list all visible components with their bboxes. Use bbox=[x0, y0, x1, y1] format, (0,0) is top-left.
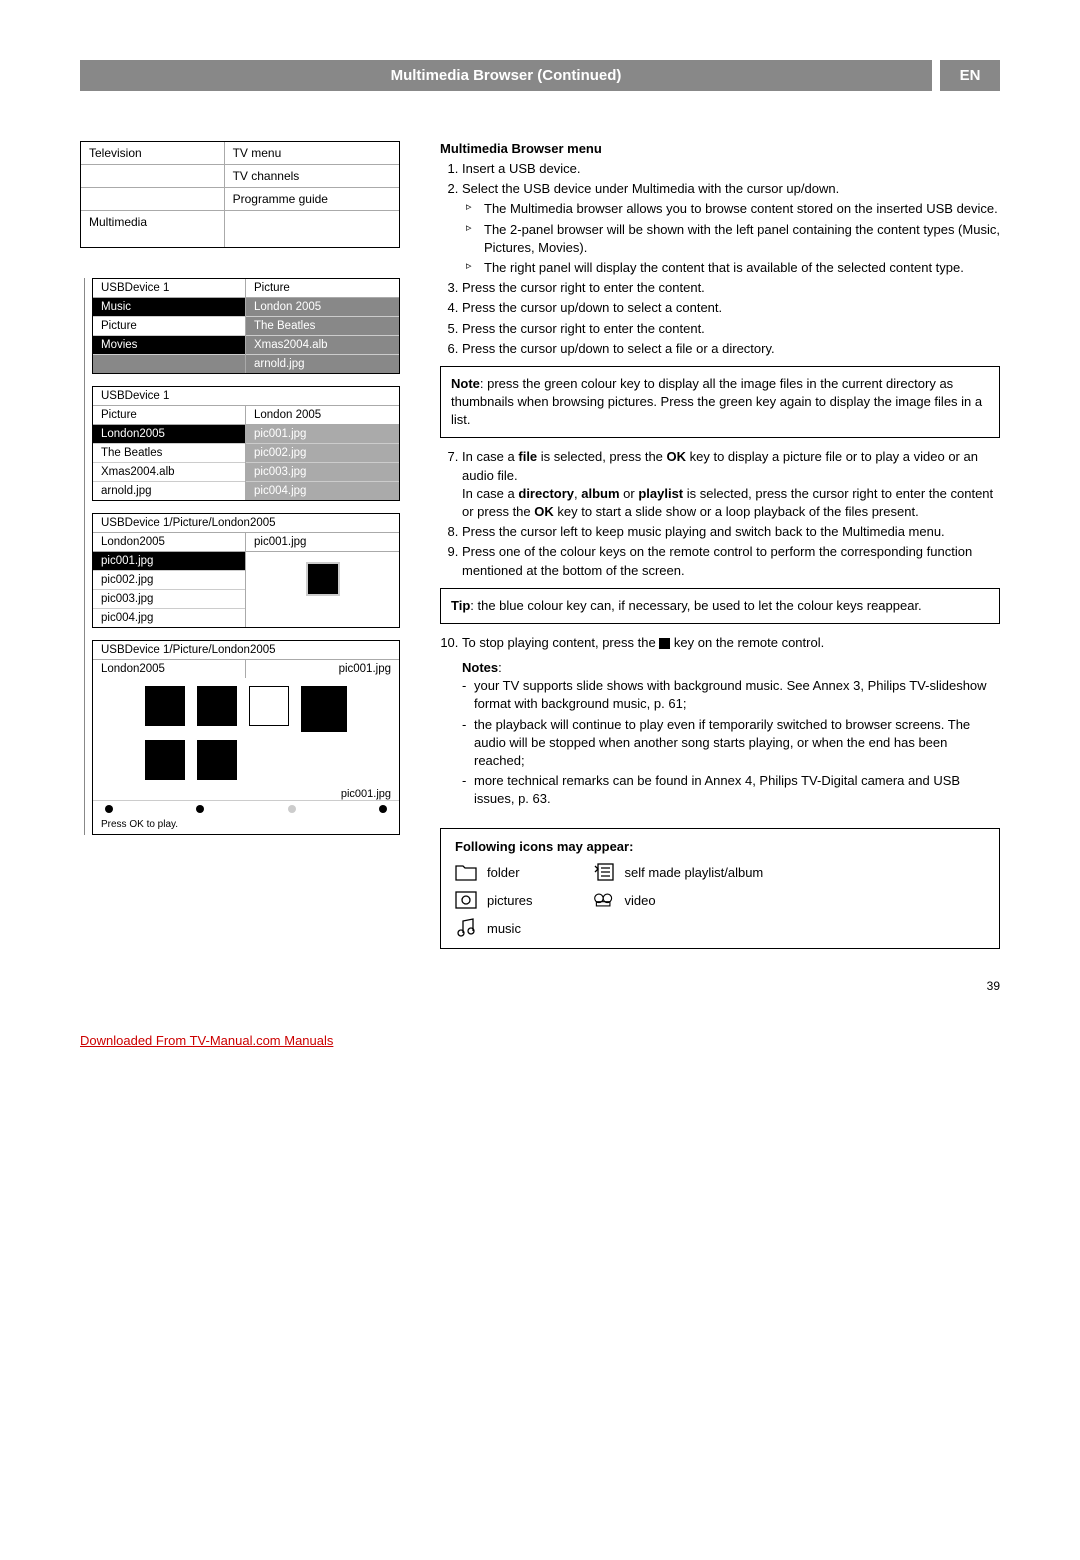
page-number: 39 bbox=[440, 979, 1000, 993]
thumbnail[interactable] bbox=[145, 686, 185, 726]
step: Press the cursor up/down to select a con… bbox=[462, 299, 1000, 317]
list-item[interactable]: The Beatles bbox=[246, 317, 399, 336]
note-item: more technical remarks can be found in A… bbox=[462, 772, 1000, 808]
hint-text: Press OK to play. bbox=[93, 817, 399, 834]
menu-cell: Multimedia bbox=[81, 211, 224, 234]
icon-label: video bbox=[625, 893, 656, 908]
panel-subheader-right: pic001.jpg bbox=[246, 660, 399, 678]
list-item[interactable]: London 2005 bbox=[246, 298, 399, 317]
icon-label: self made playlist/album bbox=[625, 865, 764, 880]
panel-header: USBDevice 1 bbox=[93, 387, 399, 405]
step: Press the cursor up/down to select a fil… bbox=[462, 340, 1000, 358]
list-item[interactable]: arnold.jpg bbox=[93, 482, 245, 500]
instruction-list-cont: In case a file is selected, press the OK… bbox=[440, 448, 1000, 579]
instruction-list: Insert a USB device. Select the USB devi… bbox=[440, 160, 1000, 358]
lang-badge: EN bbox=[940, 60, 1000, 91]
thumbnail[interactable] bbox=[197, 686, 237, 726]
section-heading: Multimedia Browser menu bbox=[440, 141, 1000, 156]
list-item[interactable]: pic002.jpg bbox=[246, 444, 399, 463]
list-item[interactable]: pic003.jpg bbox=[93, 590, 245, 609]
step: In case a file is selected, press the OK… bbox=[462, 448, 1000, 521]
browser-panel-4: USBDevice 1/Picture/London2005 London200… bbox=[92, 640, 400, 835]
note-item: the playback will continue to play even … bbox=[462, 716, 1000, 771]
icons-legend-box: Following icons may appear: folder pictu… bbox=[440, 828, 1000, 949]
list-item[interactable]: pic004.jpg bbox=[246, 482, 399, 500]
list-item[interactable]: pic002.jpg bbox=[93, 571, 245, 590]
page-title: Multimedia Browser (Continued) bbox=[80, 60, 932, 91]
list-item[interactable]: Music bbox=[93, 298, 245, 317]
thumbnail[interactable] bbox=[197, 740, 237, 780]
list-item[interactable]: pic003.jpg bbox=[246, 463, 399, 482]
colour-dot bbox=[288, 805, 296, 813]
step: Select the USB device under Multimedia w… bbox=[462, 180, 1000, 277]
colour-dot bbox=[105, 805, 113, 813]
note-box: Note: press the green colour key to disp… bbox=[440, 366, 1000, 439]
step: Insert a USB device. bbox=[462, 160, 1000, 178]
colour-dot bbox=[196, 805, 204, 813]
list-item[interactable]: arnold.jpg bbox=[246, 355, 399, 373]
list-item bbox=[93, 355, 245, 373]
tip-box: Tip: the blue colour key can, if necessa… bbox=[440, 588, 1000, 624]
list-item[interactable]: Xmas2004.alb bbox=[93, 463, 245, 482]
list-item[interactable]: Movies bbox=[93, 336, 245, 355]
menu-cell bbox=[81, 188, 224, 211]
video-icon bbox=[593, 890, 615, 910]
menu-cell: Television bbox=[81, 142, 224, 165]
menu-cell bbox=[224, 211, 399, 234]
step: Press the cursor left to keep music play… bbox=[462, 523, 1000, 541]
thumbnail[interactable] bbox=[249, 686, 289, 726]
icons-title: Following icons may appear: bbox=[455, 839, 985, 854]
menu-cell: TV channels bbox=[224, 165, 399, 188]
notes-section: Notes: your TV supports slide shows with… bbox=[440, 660, 1000, 808]
panel-subheader-right: London 2005 bbox=[246, 406, 399, 424]
browser-panel-3: USBDevice 1/Picture/London2005 London200… bbox=[92, 513, 400, 628]
thumbnail-label: pic001.jpg bbox=[93, 788, 399, 800]
instruction-list-cont2: To stop playing content, press the key o… bbox=[440, 634, 1000, 652]
footer-link[interactable]: Downloaded From TV-Manual.com Manuals bbox=[80, 1033, 1000, 1048]
panel-header-left: USBDevice 1 bbox=[93, 279, 246, 297]
thumbnail-selected[interactable] bbox=[301, 686, 347, 732]
substep: The Multimedia browser allows you to bro… bbox=[466, 200, 1000, 218]
colour-key-row bbox=[93, 800, 399, 817]
panel-header-right: Picture bbox=[246, 279, 399, 297]
breadcrumb: USBDevice 1/Picture/London2005 bbox=[93, 641, 399, 659]
folder-icon bbox=[455, 862, 477, 882]
step: Press the cursor right to enter the cont… bbox=[462, 320, 1000, 338]
panel-subheader-right: pic001.jpg bbox=[246, 533, 399, 551]
list-item[interactable]: pic001.jpg bbox=[246, 425, 399, 444]
list-item[interactable]: pic001.jpg bbox=[93, 552, 245, 571]
main-menu-box: TelevisionTV menu TV channels Programme … bbox=[80, 141, 400, 248]
note-item: your TV supports slide shows with backgr… bbox=[462, 677, 1000, 713]
panel-subheader-left: Picture bbox=[93, 406, 246, 424]
playlist-icon bbox=[593, 862, 615, 882]
icon-label: music bbox=[487, 921, 521, 936]
list-item[interactable]: Picture bbox=[93, 317, 245, 336]
colour-dot bbox=[379, 805, 387, 813]
menu-cell: Programme guide bbox=[224, 188, 399, 211]
header-bar: Multimedia Browser (Continued) EN bbox=[80, 60, 1000, 91]
panel-subheader-left: London2005 bbox=[93, 533, 246, 551]
icon-label: pictures bbox=[487, 893, 533, 908]
pictures-icon bbox=[455, 890, 477, 910]
list-item[interactable]: London2005 bbox=[93, 425, 245, 444]
menu-cell: TV menu bbox=[224, 142, 399, 165]
list-item[interactable]: pic004.jpg bbox=[93, 609, 245, 627]
substep: The right panel will display the content… bbox=[466, 259, 1000, 277]
music-icon bbox=[455, 918, 477, 938]
menu-cell bbox=[81, 165, 224, 188]
browser-panel-2: USBDevice 1 Picture London 2005 London20… bbox=[92, 386, 400, 501]
list-item[interactable]: The Beatles bbox=[93, 444, 245, 463]
step: To stop playing content, press the key o… bbox=[462, 634, 1000, 652]
browser-panel-1: USBDevice 1 Picture Music Picture Movies… bbox=[92, 278, 400, 374]
list-item[interactable]: Xmas2004.alb bbox=[246, 336, 399, 355]
step: Press one of the colour keys on the remo… bbox=[462, 543, 1000, 579]
substep: The 2-panel browser will be shown with t… bbox=[466, 221, 1000, 257]
panel-subheader-left: London2005 bbox=[93, 660, 246, 678]
breadcrumb: USBDevice 1/Picture/London2005 bbox=[93, 514, 399, 532]
thumbnail[interactable] bbox=[145, 740, 185, 780]
step: Press the cursor right to enter the cont… bbox=[462, 279, 1000, 297]
stop-icon bbox=[659, 638, 670, 649]
icon-label: folder bbox=[487, 865, 520, 880]
picture-preview bbox=[306, 562, 340, 596]
